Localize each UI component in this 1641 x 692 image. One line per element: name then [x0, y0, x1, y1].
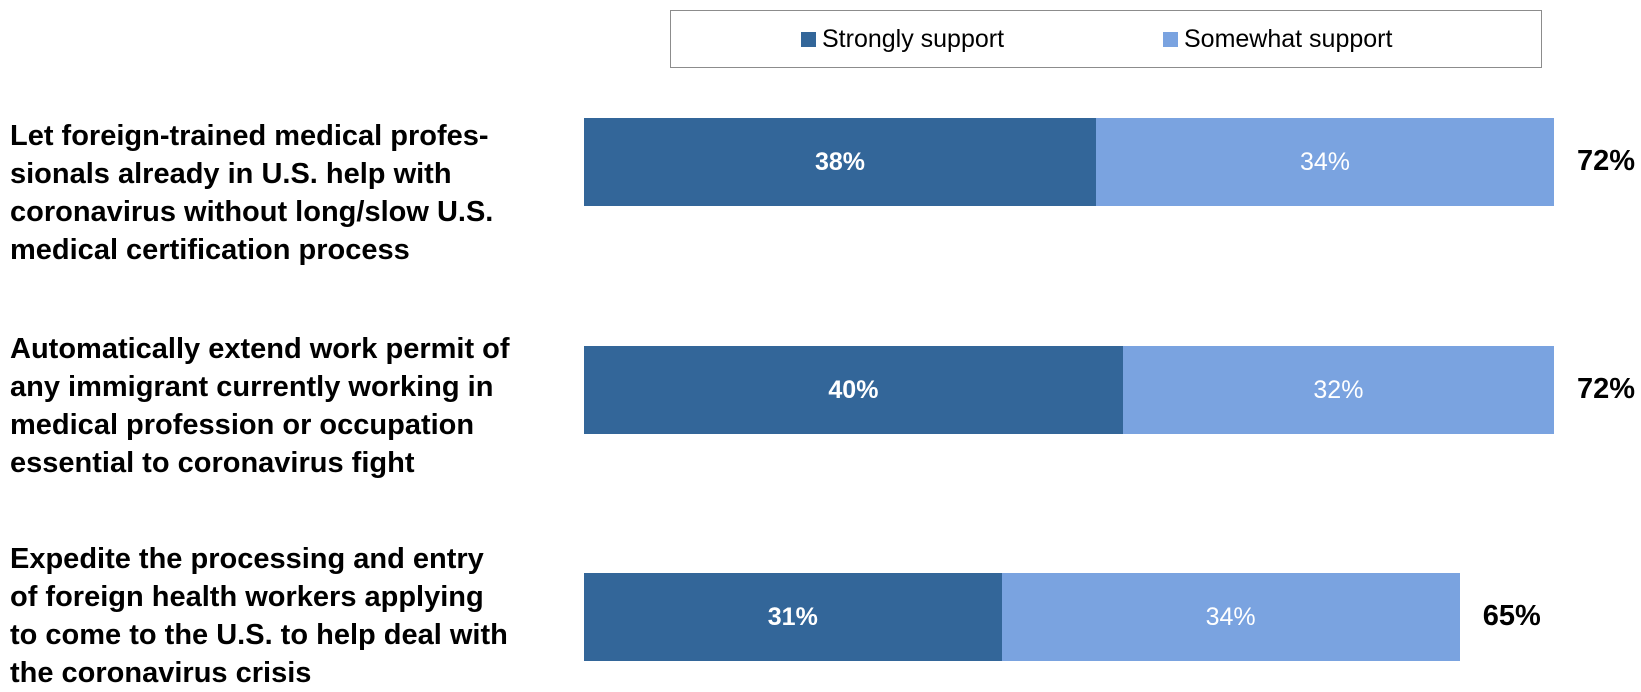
category-label-line: any immigrant currently working in: [10, 371, 494, 403]
bar-value-label: 34%: [1205, 602, 1256, 631]
bar-strongly-support: 31%: [584, 573, 1002, 661]
category-label-line: sionals already in U.S. help with: [10, 158, 452, 190]
bar-row: 31% 34%: [584, 573, 1460, 661]
category-label: Let foreign-trained medical profes-siona…: [10, 117, 568, 269]
total-label: 72%: [1577, 373, 1636, 405]
category-label-line: Let foreign-trained medical profes-: [10, 120, 489, 152]
category-label-line: the coronavirus crisis: [10, 657, 312, 689]
bar-value-label: 32%: [1313, 375, 1364, 404]
category-label-line: Expedite the processing and entry: [10, 543, 484, 575]
bar-row: 38% 34%: [584, 118, 1554, 206]
bar-value-label: 38%: [814, 147, 865, 176]
legend-label-somewhat-support: Somewhat support: [1184, 24, 1393, 53]
legend-item-strongly-support: Strongly support: [801, 11, 1004, 67]
total-label: 72%: [1577, 145, 1636, 177]
bar-strongly-support: 38%: [584, 118, 1096, 206]
bar-somewhat-support: 34%: [1001, 573, 1460, 661]
bar-value-label: 34%: [1299, 147, 1350, 176]
category-label-line: of foreign health workers applying: [10, 581, 484, 613]
legend-label-strongly-support: Strongly support: [822, 24, 1005, 53]
total-label: 65%: [1482, 600, 1541, 632]
category-label: Automatically extend work permit of any i…: [10, 330, 568, 482]
bar-strongly-support: 40%: [584, 346, 1123, 434]
bar-row: 40% 32%: [584, 346, 1554, 434]
category-label-line: medical certification process: [10, 234, 410, 266]
category-label-line: to come to the U.S. to help deal with: [10, 619, 508, 651]
legend-swatch-strongly-support: [801, 31, 816, 47]
category-label-line: medical profession or occupation: [10, 409, 475, 441]
bar-somewhat-support: 34%: [1095, 118, 1554, 206]
bar-somewhat-support: 32%: [1122, 346, 1554, 434]
legend: Strongly support Somewhat support: [670, 10, 1542, 68]
category-label: Expedite the processing and entry of fore…: [10, 540, 568, 692]
category-label-line: coronavirus without long/slow U.S.: [10, 196, 494, 228]
category-label-line: Automatically extend work permit of: [10, 333, 510, 365]
bar-value-label: 40%: [828, 375, 879, 404]
legend-item-somewhat-support: Somewhat support: [1163, 11, 1392, 67]
bar-value-label: 31%: [767, 602, 818, 631]
category-label-line: essential to coronavirus fight: [10, 447, 415, 479]
legend-swatch-somewhat-support: [1163, 31, 1178, 47]
